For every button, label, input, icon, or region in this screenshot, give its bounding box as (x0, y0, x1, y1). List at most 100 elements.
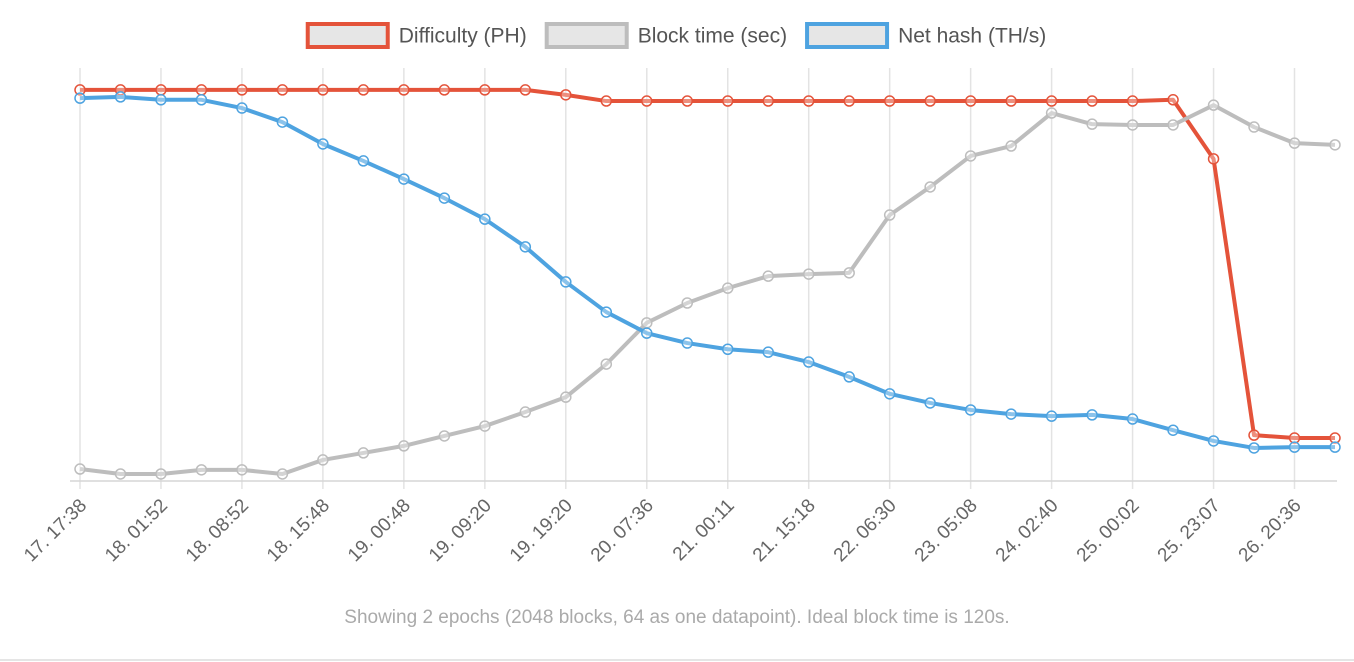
legend-label: Block time (sec) (638, 25, 787, 48)
point (1207, 153, 1220, 165)
point (1126, 119, 1139, 131)
point (924, 397, 936, 409)
point (236, 464, 248, 476)
x-tick-label: 25. 00:02 (1073, 495, 1144, 566)
point (924, 181, 936, 193)
point (600, 95, 613, 107)
series (74, 84, 1341, 444)
legend-label: Difficulty (PH) (399, 25, 527, 48)
point (519, 406, 532, 418)
point (1329, 441, 1341, 453)
point (155, 94, 167, 106)
point (641, 317, 653, 329)
point (1005, 140, 1017, 152)
point (1086, 409, 1098, 421)
point (560, 89, 572, 101)
x-tick-label: 17. 17:38 (20, 495, 91, 566)
point (1086, 118, 1098, 130)
point (236, 102, 248, 114)
point (762, 270, 774, 282)
point (721, 282, 734, 294)
point (560, 391, 572, 403)
point (519, 84, 532, 96)
point (1005, 95, 1017, 107)
point (560, 276, 572, 288)
x-tick-label: 25. 23:07 (1154, 495, 1225, 566)
legend: Difficulty (PH) Block time (sec) Net hash … (305, 22, 1046, 49)
point (762, 346, 774, 358)
point (924, 95, 936, 107)
x-tick-label: 20. 07:36 (587, 495, 658, 566)
point (964, 95, 977, 107)
point (802, 268, 815, 280)
x-tick-label: 23. 05:08 (911, 495, 982, 566)
point (195, 84, 208, 96)
x-tick-label: 22. 06:30 (830, 495, 901, 566)
legend-swatch (305, 22, 390, 49)
point (479, 213, 491, 225)
line (80, 87, 1335, 441)
point (317, 454, 329, 466)
point (1167, 424, 1179, 436)
point (276, 116, 289, 128)
point (1045, 410, 1058, 422)
point (641, 327, 653, 339)
point (438, 430, 451, 442)
point (641, 95, 653, 107)
point (1288, 432, 1301, 444)
point (1248, 442, 1260, 454)
point (1288, 441, 1301, 453)
point (479, 84, 491, 96)
point (681, 297, 694, 309)
x-tick-label: 21. 00:11 (669, 495, 739, 565)
point (964, 404, 977, 416)
point (1288, 137, 1301, 149)
x-tick-label: 19. 09:20 (425, 495, 496, 566)
point (357, 84, 370, 96)
point (195, 94, 208, 106)
x-tick-label: 21. 15:18 (749, 495, 820, 566)
point (883, 209, 896, 221)
x-tick-label: 19. 00:48 (344, 495, 415, 566)
point (519, 241, 532, 253)
point (195, 464, 208, 476)
point (721, 95, 734, 107)
point (721, 343, 734, 356)
series (74, 99, 1341, 480)
point (600, 306, 613, 318)
point (802, 356, 815, 368)
legend-swatch (544, 22, 629, 49)
point (843, 267, 855, 279)
grid (70, 68, 1337, 489)
point (438, 192, 451, 204)
point (236, 84, 248, 96)
point (1005, 408, 1017, 420)
point (681, 337, 694, 349)
point (802, 95, 815, 107)
point (357, 155, 370, 167)
line (79, 94, 1335, 450)
point (883, 95, 896, 107)
point (398, 440, 410, 452)
point (276, 468, 289, 480)
point (479, 420, 491, 432)
point (1207, 435, 1220, 447)
point (74, 84, 86, 96)
point (681, 95, 694, 107)
point (398, 84, 410, 96)
point (155, 84, 167, 96)
footnote: Showing 2 epochs (2048 blocks, 64 as one… (344, 607, 1009, 628)
point (843, 371, 855, 383)
point (1248, 429, 1260, 441)
point (438, 84, 451, 96)
point (843, 95, 855, 107)
point (317, 84, 329, 96)
x-tick-label: 26. 20:36 (1235, 495, 1306, 566)
point (600, 358, 613, 370)
point (74, 92, 86, 104)
point (1045, 107, 1058, 119)
point (1167, 119, 1179, 131)
point (317, 138, 329, 150)
legend-label: Net hash (TH/s) (898, 25, 1046, 48)
